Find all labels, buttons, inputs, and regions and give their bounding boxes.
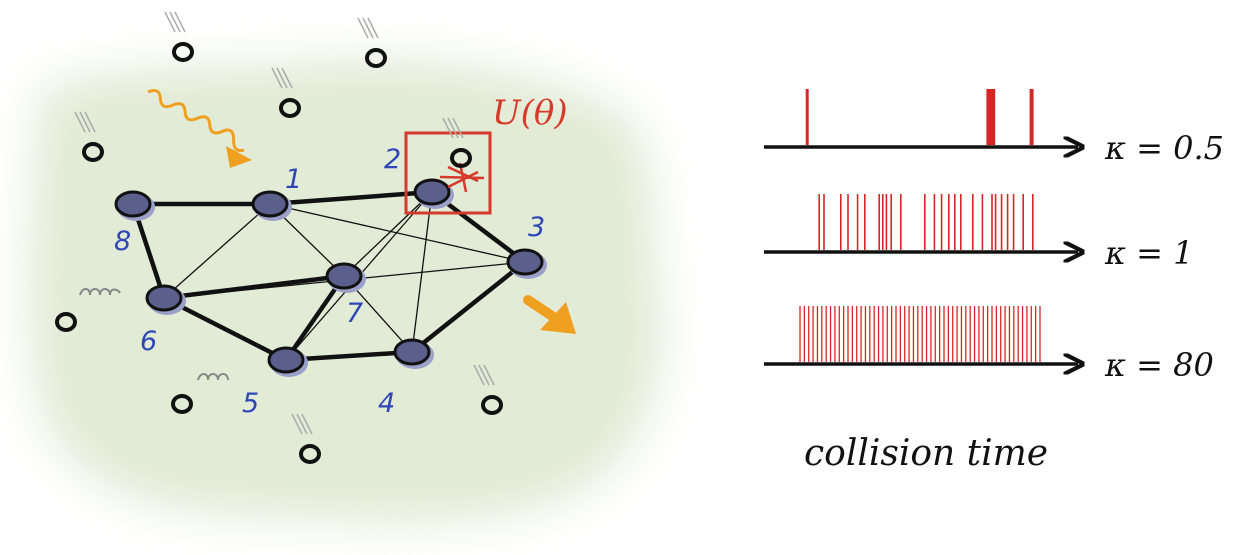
motion-streak	[447, 117, 459, 139]
edge-2-7	[343, 191, 433, 277]
incoming-particle-icon	[82, 142, 104, 162]
incoming-particle-icon	[55, 312, 77, 332]
outgoing-arrow-icon	[523, 295, 576, 334]
incoming-particle-icon	[171, 394, 193, 414]
motion-streak	[473, 364, 485, 386]
motion-streak	[367, 17, 379, 39]
node-3	[506, 248, 544, 276]
motion-streak	[296, 413, 308, 435]
incoming-particle-icon	[365, 48, 387, 68]
motion-streak	[79, 111, 91, 133]
kappa-label: κ = 0.5	[1104, 129, 1224, 167]
node-label-1: 1	[285, 164, 302, 195]
motion-streak	[281, 67, 293, 89]
node-8	[114, 190, 152, 218]
motion-streak	[271, 67, 283, 89]
edge-3-4	[409, 259, 528, 355]
edge-1-3	[269, 203, 526, 263]
motion-streak	[169, 11, 181, 33]
incoming-particle-icon	[450, 148, 472, 168]
motion-streak	[174, 11, 186, 33]
edge-7-5	[283, 273, 347, 363]
wavy-photon-icon	[147, 89, 252, 168]
motion-streak	[452, 117, 464, 139]
node-label-5: 5	[242, 388, 259, 419]
motion-streak	[291, 413, 303, 435]
edge-6-7	[161, 273, 347, 301]
node-2	[413, 178, 451, 206]
graph-edges	[130, 189, 528, 363]
edge-1-6	[163, 203, 271, 299]
incoming-particle-icon	[299, 444, 321, 464]
edge-5-6	[161, 295, 289, 363]
curly-photon-icon	[79, 288, 229, 381]
collision-star-icon	[439, 162, 485, 193]
node-label-2: 2	[384, 144, 401, 175]
incoming-particle-icon	[481, 395, 503, 415]
motion-streak	[483, 364, 495, 386]
node-label-7: 7	[346, 298, 363, 329]
node-labels: 1 2 3 4 5 6 7 8	[114, 144, 545, 419]
node-label-4: 4	[378, 388, 395, 419]
node-5	[267, 346, 305, 374]
unitary-label: U(θ)	[492, 93, 568, 133]
motion-streak	[478, 364, 490, 386]
motion-streak	[357, 17, 369, 39]
node-7	[325, 262, 363, 290]
incoming-particle-icon	[172, 42, 194, 62]
node-1	[251, 190, 289, 218]
node-label-6: 6	[140, 326, 157, 357]
incoming-particle-icon	[279, 98, 301, 118]
motion-streak	[442, 117, 454, 139]
node-6	[145, 284, 183, 312]
motion-streak	[276, 67, 288, 89]
motion-streak	[301, 413, 313, 435]
motion-streak	[74, 111, 86, 133]
motion-streak	[84, 111, 96, 133]
x-axis-label: collision time	[804, 433, 1048, 474]
unitary-box: U(θ)	[404, 93, 568, 215]
node-label-3: 3	[528, 212, 545, 243]
motion-streak	[164, 11, 176, 33]
kappa-label: κ = 1	[1104, 234, 1194, 272]
node-4	[393, 338, 431, 366]
graph-nodes	[114, 178, 547, 377]
collision-timelines: κ = 0.5 κ = 1 κ = 80	[764, 89, 1224, 384]
motion-streak	[362, 17, 374, 39]
kappa-label: κ = 80	[1104, 346, 1214, 384]
node-label-8: 8	[114, 226, 131, 257]
incoming-particles	[55, 11, 503, 464]
